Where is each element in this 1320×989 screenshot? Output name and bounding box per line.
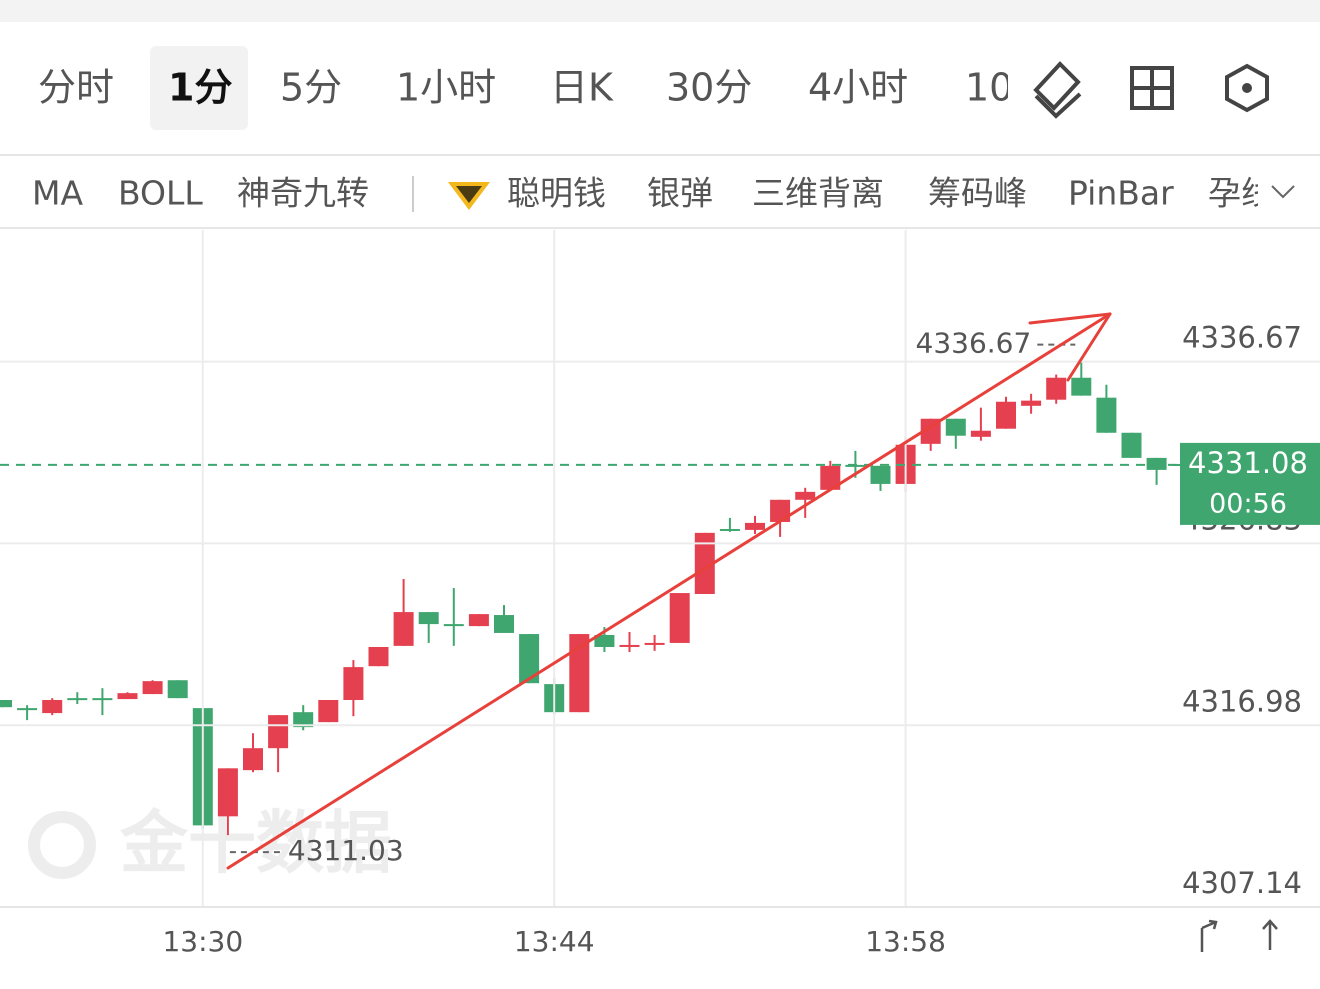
candle-body xyxy=(970,430,991,437)
indicator-tab[interactable]: PinBar xyxy=(1068,174,1174,213)
indicator-tab[interactable]: 神奇九转 xyxy=(237,174,369,213)
candle-body xyxy=(569,634,590,713)
timeframe-tab[interactable]: 1分 xyxy=(168,66,232,110)
candle-body xyxy=(494,615,514,633)
candle-body xyxy=(117,693,138,700)
expand-icon[interactable] xyxy=(1271,185,1295,199)
candle-body xyxy=(1021,400,1042,406)
selected-tab-bg xyxy=(150,46,248,130)
candle-body xyxy=(368,646,389,667)
indicator-tab[interactable]: 三维背离 xyxy=(752,174,884,213)
candle-body xyxy=(669,593,690,643)
settings-icon[interactable] xyxy=(1225,63,1269,113)
chart: 4307.144316.984326.834336.6713:3013:4413… xyxy=(0,230,1320,958)
timeframe-tab[interactable]: 4小时 xyxy=(808,66,908,110)
countdown: 00:56 xyxy=(1209,488,1287,519)
x-tick-label: 13:30 xyxy=(162,925,243,958)
zoom-icons[interactable] xyxy=(1200,919,1278,952)
candle-body xyxy=(1071,377,1092,396)
indicator-tab[interactable]: 银弹 xyxy=(647,174,713,213)
candle-body xyxy=(343,667,364,700)
candle-body xyxy=(293,712,314,728)
y-tick-label: 4316.98 xyxy=(1182,684,1302,718)
indicator-tab[interactable]: 孕线 xyxy=(1208,174,1274,213)
candle-body xyxy=(167,680,188,699)
indicator-row: MA BOLL 神奇九转 聪明钱 银弹 三维背离 筹码峰 PinBar 孕线 xyxy=(32,174,1274,213)
candle-body xyxy=(644,642,665,645)
timeframe-tab[interactable]: 10 xyxy=(965,66,1013,110)
candle-body xyxy=(268,715,289,749)
candle-body xyxy=(1096,397,1117,433)
candle-body xyxy=(42,699,63,714)
candle-body xyxy=(519,634,540,684)
candle-body xyxy=(217,768,238,817)
max-marker-label: 4336.67 xyxy=(916,327,1032,360)
indicator-tab[interactable]: BOLL xyxy=(118,174,203,213)
candle-body xyxy=(820,465,841,490)
x-tick-label: 13:58 xyxy=(865,925,946,958)
candle-body xyxy=(1121,432,1142,458)
candle-body xyxy=(318,699,339,723)
plot xyxy=(0,361,1192,836)
candle-body xyxy=(694,532,715,594)
last-price-label: 4331.08 xyxy=(1188,446,1308,480)
smart-money-icon xyxy=(448,182,490,210)
candle-body xyxy=(92,698,113,701)
timeframe-tab[interactable]: 日K xyxy=(550,66,614,110)
watermark-logo xyxy=(28,811,96,879)
timeframe-tab[interactable]: 5分 xyxy=(280,66,342,110)
draw-tool-icon[interactable] xyxy=(1033,61,1082,119)
status-bar xyxy=(0,0,1320,22)
timeframe-tab[interactable]: 30分 xyxy=(666,66,752,110)
candle-body xyxy=(1046,377,1067,400)
candle-body xyxy=(418,612,439,625)
candle-body xyxy=(243,748,263,771)
y-tick-label: 4307.14 xyxy=(1182,866,1302,900)
x-tick-label: 13:44 xyxy=(514,925,595,958)
tab-row: 分时 1分 5分 1小时 日K 30分 4小时 10 xyxy=(38,66,1013,110)
trend-arrow xyxy=(226,312,1112,870)
watermark: 金十数据 xyxy=(119,805,392,884)
indicator-tab[interactable]: 筹码峰 xyxy=(928,174,1027,213)
candle-body xyxy=(996,401,1016,429)
candle-body xyxy=(945,418,966,436)
candle-body xyxy=(468,614,489,627)
timeframe-tab[interactable]: 分时 xyxy=(38,66,114,110)
timeframe-tab[interactable]: 1小时 xyxy=(396,66,496,110)
candle-body xyxy=(443,624,464,627)
indicator-tab[interactable]: 聪明钱 xyxy=(507,174,606,213)
candle-body xyxy=(17,708,38,711)
candle-body xyxy=(770,499,791,522)
candle-body xyxy=(719,528,740,531)
candle-body xyxy=(393,612,414,646)
candle-body xyxy=(142,681,163,695)
last-price-box xyxy=(1180,442,1320,525)
candle-body xyxy=(795,491,816,500)
indicator-tab[interactable]: MA xyxy=(32,174,83,213)
candle-body xyxy=(870,465,891,484)
candle-body xyxy=(67,698,88,701)
y-tick-label: 4336.67 xyxy=(1182,321,1302,355)
layout-icon[interactable] xyxy=(1130,66,1174,110)
candle-body xyxy=(619,644,640,647)
candle-body xyxy=(745,522,765,530)
min-marker-label: 4311.03 xyxy=(288,834,404,867)
candle-body xyxy=(594,634,615,647)
candle-body xyxy=(0,699,12,708)
candle-body xyxy=(1146,457,1167,470)
